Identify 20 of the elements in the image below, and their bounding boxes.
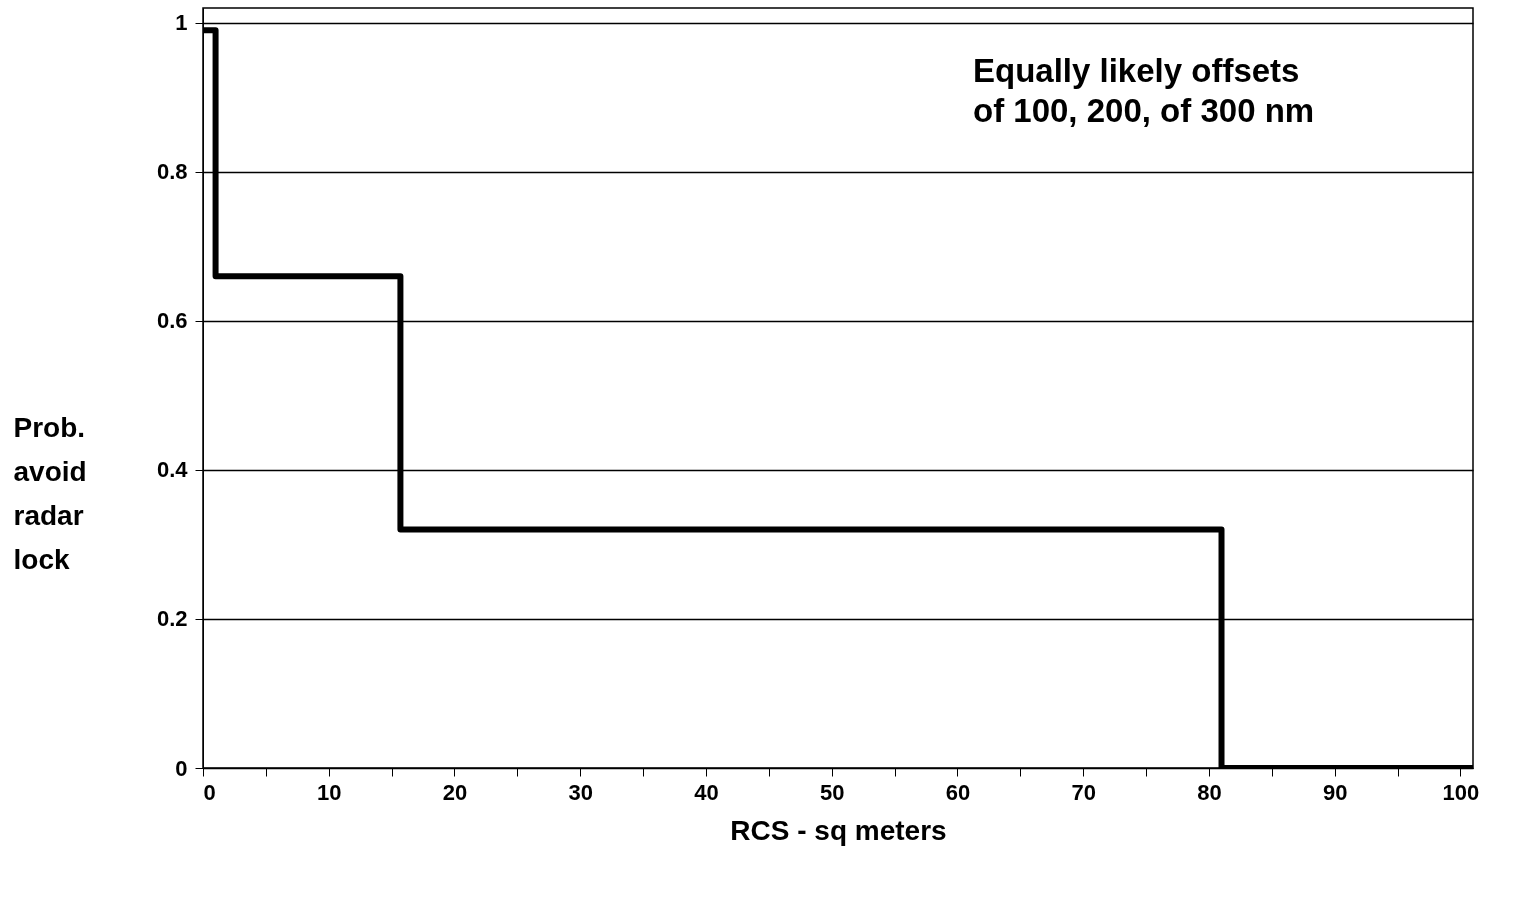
y-tick-label: 0 <box>175 755 188 781</box>
x-tick-label: 10 <box>317 779 342 805</box>
y-tick-label: 0.4 <box>156 457 189 483</box>
y-tick-label: 1 <box>175 10 188 36</box>
x-tick-label: 60 <box>945 779 971 805</box>
x-tick-label: 50 <box>819 779 845 805</box>
x-tick-label: 20 <box>442 779 468 805</box>
x-tick-label: 30 <box>568 779 593 805</box>
x-tick-label: 100 <box>1442 779 1480 805</box>
x-tick-label: 70 <box>1071 779 1096 805</box>
annotation: Equally likely offsets of 100, 200, of 300 nm <box>973 52 1315 129</box>
x-axis-title: RCS - sq meters <box>730 814 947 846</box>
y-tick-label: 0.8 <box>156 159 188 185</box>
x-tick-label: 40 <box>694 779 719 805</box>
y-axis-title: Prob. avoid radar lock <box>13 411 87 575</box>
y-tick-label: 0.2 <box>156 606 188 632</box>
y-tick-label: 0.6 <box>156 308 188 334</box>
x-tick-label: 80 <box>1197 779 1222 805</box>
x-tick-label: 90 <box>1322 779 1348 805</box>
x-tick-label: 0 <box>203 779 216 805</box>
